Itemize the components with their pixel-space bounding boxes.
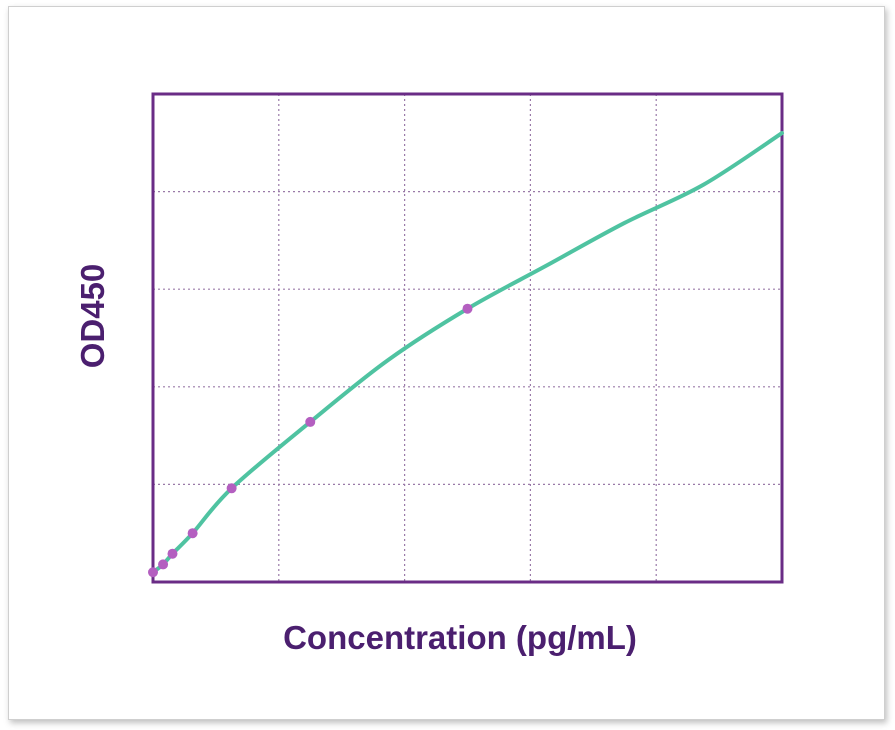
y-axis-title: OD450	[74, 264, 111, 369]
data-points	[148, 303, 473, 578]
x-axis-title: Concentration (pg/mL)	[283, 619, 637, 656]
data-point	[462, 303, 473, 314]
data-point	[167, 548, 178, 559]
grid-lines	[153, 94, 782, 582]
data-point	[187, 528, 198, 539]
data-point	[305, 416, 316, 427]
data-point	[148, 567, 158, 578]
fit-curve-line	[151, 131, 784, 575]
data-point	[158, 559, 169, 570]
data-point	[226, 483, 237, 494]
plot-frame	[151, 92, 784, 584]
